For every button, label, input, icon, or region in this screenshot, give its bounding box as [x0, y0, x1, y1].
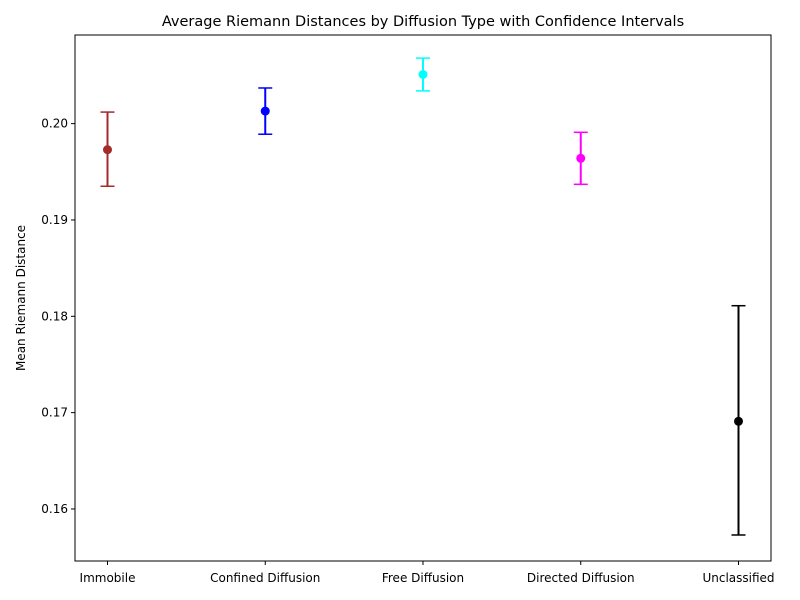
y-axis-ticks: 0.16 0.17 0.18 0.19 0.20 — [41, 117, 75, 516]
error-bars — [100, 57, 746, 536]
plot-area — [74, 34, 772, 562]
x-tick-label: Immobile — [80, 571, 136, 585]
x-tick-label: Confined Diffusion — [210, 571, 320, 585]
errorbar-directed-diffusion — [573, 131, 588, 186]
y-tick-label: 0.17 — [41, 406, 68, 420]
mean-point — [260, 106, 270, 116]
errorbar-unclassified — [731, 304, 746, 536]
y-tick-label: 0.16 — [41, 502, 68, 516]
chart-title: Average Riemann Distances by Diffusion T… — [162, 14, 684, 30]
mean-point — [418, 69, 428, 79]
y-tick-label: 0.18 — [41, 309, 68, 323]
errorbar-free-diffusion — [416, 57, 430, 92]
x-axis-ticks: Immobile Confined Diffusion Free Diffusion… — [80, 561, 775, 585]
errorbar-confined-diffusion — [258, 87, 273, 135]
x-tick-label: Unclassified — [702, 571, 774, 585]
mean-point — [576, 153, 586, 163]
x-tick-label: Directed Diffusion — [527, 571, 635, 585]
y-axis-label: Mean Riemann Distance — [14, 225, 28, 371]
x-tick-label: Free Diffusion — [382, 571, 464, 585]
mean-point — [734, 416, 743, 426]
y-tick-label: 0.20 — [41, 117, 68, 131]
errorbar-immobile — [100, 111, 115, 187]
y-tick-label: 0.19 — [41, 213, 68, 227]
mean-point — [103, 145, 112, 155]
